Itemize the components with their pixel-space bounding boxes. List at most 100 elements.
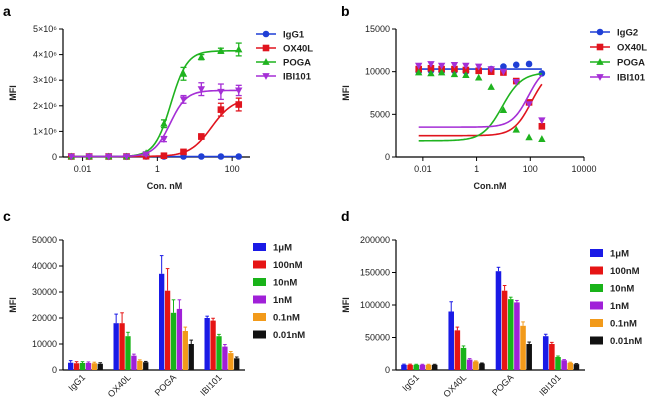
bar-ibi101-2 — [216, 336, 222, 370]
y-tick-label: 40000 — [32, 261, 57, 271]
legend-entry-2: 10nM — [590, 284, 634, 295]
legend-entry-ox40l: OX40L — [256, 44, 313, 55]
bar-ox40l-4 — [473, 361, 479, 370]
bar-poga-3 — [514, 302, 520, 370]
data-point — [235, 87, 243, 95]
legend-entry-igg2: IgG2 — [590, 28, 638, 39]
data-point — [525, 101, 533, 108]
chart-a-binding-curve: 0 1×10⁶ 2×10⁶ 3×10⁶ 4×10⁶ 5×10⁶ MFI 0.01 1 100 Con… — [8, 24, 313, 191]
y-tick-label: 0 — [385, 365, 390, 375]
data-point — [462, 62, 470, 70]
legend-swatch — [253, 278, 266, 286]
bar-poga-1 — [501, 290, 508, 370]
bar-ox40l-0 — [113, 323, 119, 370]
legend-entry-3: 1nM — [253, 295, 292, 306]
legend-entry-0: 1μM — [590, 249, 629, 260]
y-tick-label: 10000 — [365, 67, 390, 77]
x-category-label: OX40L — [441, 372, 468, 399]
legend-label: 100nM — [610, 266, 640, 277]
data-point — [217, 46, 225, 54]
bar-igg1-3 — [419, 364, 426, 370]
data-point — [437, 62, 446, 70]
legend-marker — [596, 43, 604, 51]
y-tick-label: 0 — [52, 365, 57, 375]
legend-label: 1μM — [610, 249, 629, 260]
legend-marker — [596, 74, 604, 81]
bar-poga-2 — [507, 299, 514, 370]
y-tick-label: 1×10⁶ — [33, 126, 57, 136]
legend-marker — [262, 44, 270, 52]
data-point — [160, 136, 168, 143]
y-tick-label: 5000 — [370, 109, 390, 119]
x-tick-label: 100 — [225, 164, 240, 174]
bar-ibi101-3 — [222, 346, 228, 370]
data-point — [198, 153, 205, 160]
x-category-label: IBI101 — [537, 372, 562, 397]
chart-d-bar-chart: 0 50000 100000 150000 200000 MFI IgG1 OX40L POGA… — [341, 235, 642, 399]
data-point — [487, 83, 495, 90]
series-poga — [67, 42, 243, 160]
legend-label: 10nM — [610, 284, 634, 295]
legend-entry-1: 100nM — [590, 266, 640, 277]
legend-swatch — [590, 319, 603, 327]
data-point — [450, 61, 459, 69]
series-poga — [414, 68, 546, 142]
series-ibi101 — [67, 82, 243, 161]
bar-igg1-5 — [97, 363, 103, 370]
legend-swatch — [253, 243, 266, 251]
x-category-label: IBI101 — [198, 372, 223, 397]
y-tick-label: 4×10⁶ — [33, 50, 57, 60]
y-tick-label: 50000 — [365, 333, 390, 343]
bar-ibi101-5 — [234, 358, 240, 370]
data-point — [427, 64, 435, 72]
legend-swatch — [590, 266, 603, 275]
bar-igg1-4 — [425, 364, 432, 370]
data-point — [474, 73, 483, 81]
legend-marker — [262, 58, 270, 65]
y-axis-label: MFI — [341, 85, 351, 101]
panel-label-a: a — [3, 3, 11, 19]
data-point — [235, 153, 243, 160]
bar-poga-5 — [526, 344, 532, 370]
data-point — [104, 153, 113, 161]
bar-igg1-5 — [431, 364, 438, 370]
bar-poga-3 — [176, 308, 183, 370]
bar-igg1-2 — [413, 364, 420, 370]
data-point — [538, 117, 546, 125]
data-point — [179, 69, 188, 77]
data-point — [414, 62, 423, 70]
bar-ox40l-2 — [460, 347, 467, 370]
legend-label: IBI101 — [283, 72, 312, 83]
y-axis-label: MFI — [341, 297, 351, 313]
legend-entry-ibi101: IBI101 — [590, 73, 646, 84]
bar-ox40l-5 — [479, 363, 485, 370]
data-point — [462, 66, 470, 74]
data-point — [197, 53, 206, 61]
data-point — [499, 68, 508, 76]
bar-igg1-0 — [68, 362, 74, 370]
data-point — [474, 63, 483, 71]
legend-swatch — [590, 284, 603, 292]
data-point — [179, 96, 188, 104]
panel-label-b: b — [341, 3, 350, 19]
data-point — [160, 119, 168, 127]
bar-ox40l-1 — [454, 330, 461, 370]
legend-swatch — [253, 330, 266, 339]
legend-swatch — [590, 336, 603, 345]
panel-label-c: c — [3, 208, 11, 224]
x-tick-label: 100 — [523, 164, 538, 174]
y-tick-label: 200000 — [360, 235, 390, 245]
y-tick-label: 30000 — [32, 287, 57, 297]
legend-label: 0.01nM — [610, 336, 642, 347]
legend-entry-4: 0.1nM — [590, 319, 637, 330]
data-point — [450, 70, 459, 78]
bar-poga-4 — [182, 331, 188, 370]
bar-igg1-1 — [73, 363, 80, 370]
legend-label: 1nM — [610, 301, 629, 312]
data-point — [538, 135, 546, 142]
y-tick-label: 5×10⁶ — [33, 24, 57, 34]
bar-poga-5 — [188, 344, 194, 370]
legend-swatch — [253, 313, 266, 321]
chart-b-binding-curve: 0 5000 10000 15000 MFI 0.01 1 100 10000 Con.nM IgG… — [341, 24, 647, 191]
